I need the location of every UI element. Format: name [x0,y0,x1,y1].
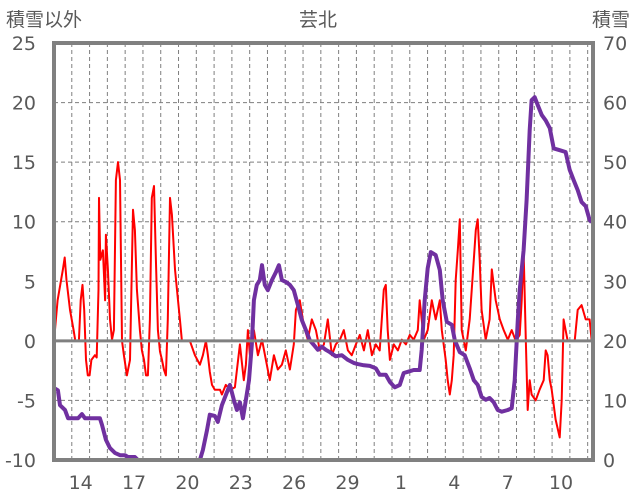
x-tick-label: 17 [122,472,146,494]
y-left-tick-label: 15 [12,152,36,174]
chart-title: 芸北 [299,9,337,31]
y-right-tick-label: 0 [603,450,615,472]
y-right-tick-label: 20 [603,331,627,353]
x-tick-label: 10 [549,472,573,494]
y-left-tick-label: 25 [12,33,36,55]
right-axis-label: 積雪 [592,9,630,31]
y-right-tick-label: 60 [603,93,627,115]
y-right-tick-label: 70 [603,33,627,55]
axes [52,41,595,462]
x-tick-label: 14 [69,472,93,494]
y-right-tick-label: 50 [603,152,627,174]
y-left-tick-label: 5 [24,271,36,293]
series-layer [52,95,594,462]
x-tick-label: 29 [335,472,359,494]
series-line-snow [52,95,594,462]
y-left-tick-label: -5 [17,390,36,412]
y-left-tick-label: -10 [5,450,36,472]
y-left-tick-label: 0 [24,331,36,353]
y-right-tick-label: 40 [603,212,627,234]
series-line-other [53,161,593,439]
plot-frame [52,41,595,462]
y-left-tick-label: 10 [12,212,36,234]
x-tick-label: 1 [395,472,407,494]
x-tick-label: 4 [448,472,460,494]
y-left-tick-label: 20 [12,93,36,115]
y-right-tick-label: 30 [603,271,627,293]
x-tick-label: 23 [229,472,253,494]
y-right-tick-label: 10 [603,390,627,412]
x-tick-label: 20 [175,472,199,494]
grid [54,43,593,460]
left-axis-label: 積雪以外 [6,9,82,31]
x-tick-label: 26 [282,472,306,494]
x-tick-label: 7 [502,472,514,494]
